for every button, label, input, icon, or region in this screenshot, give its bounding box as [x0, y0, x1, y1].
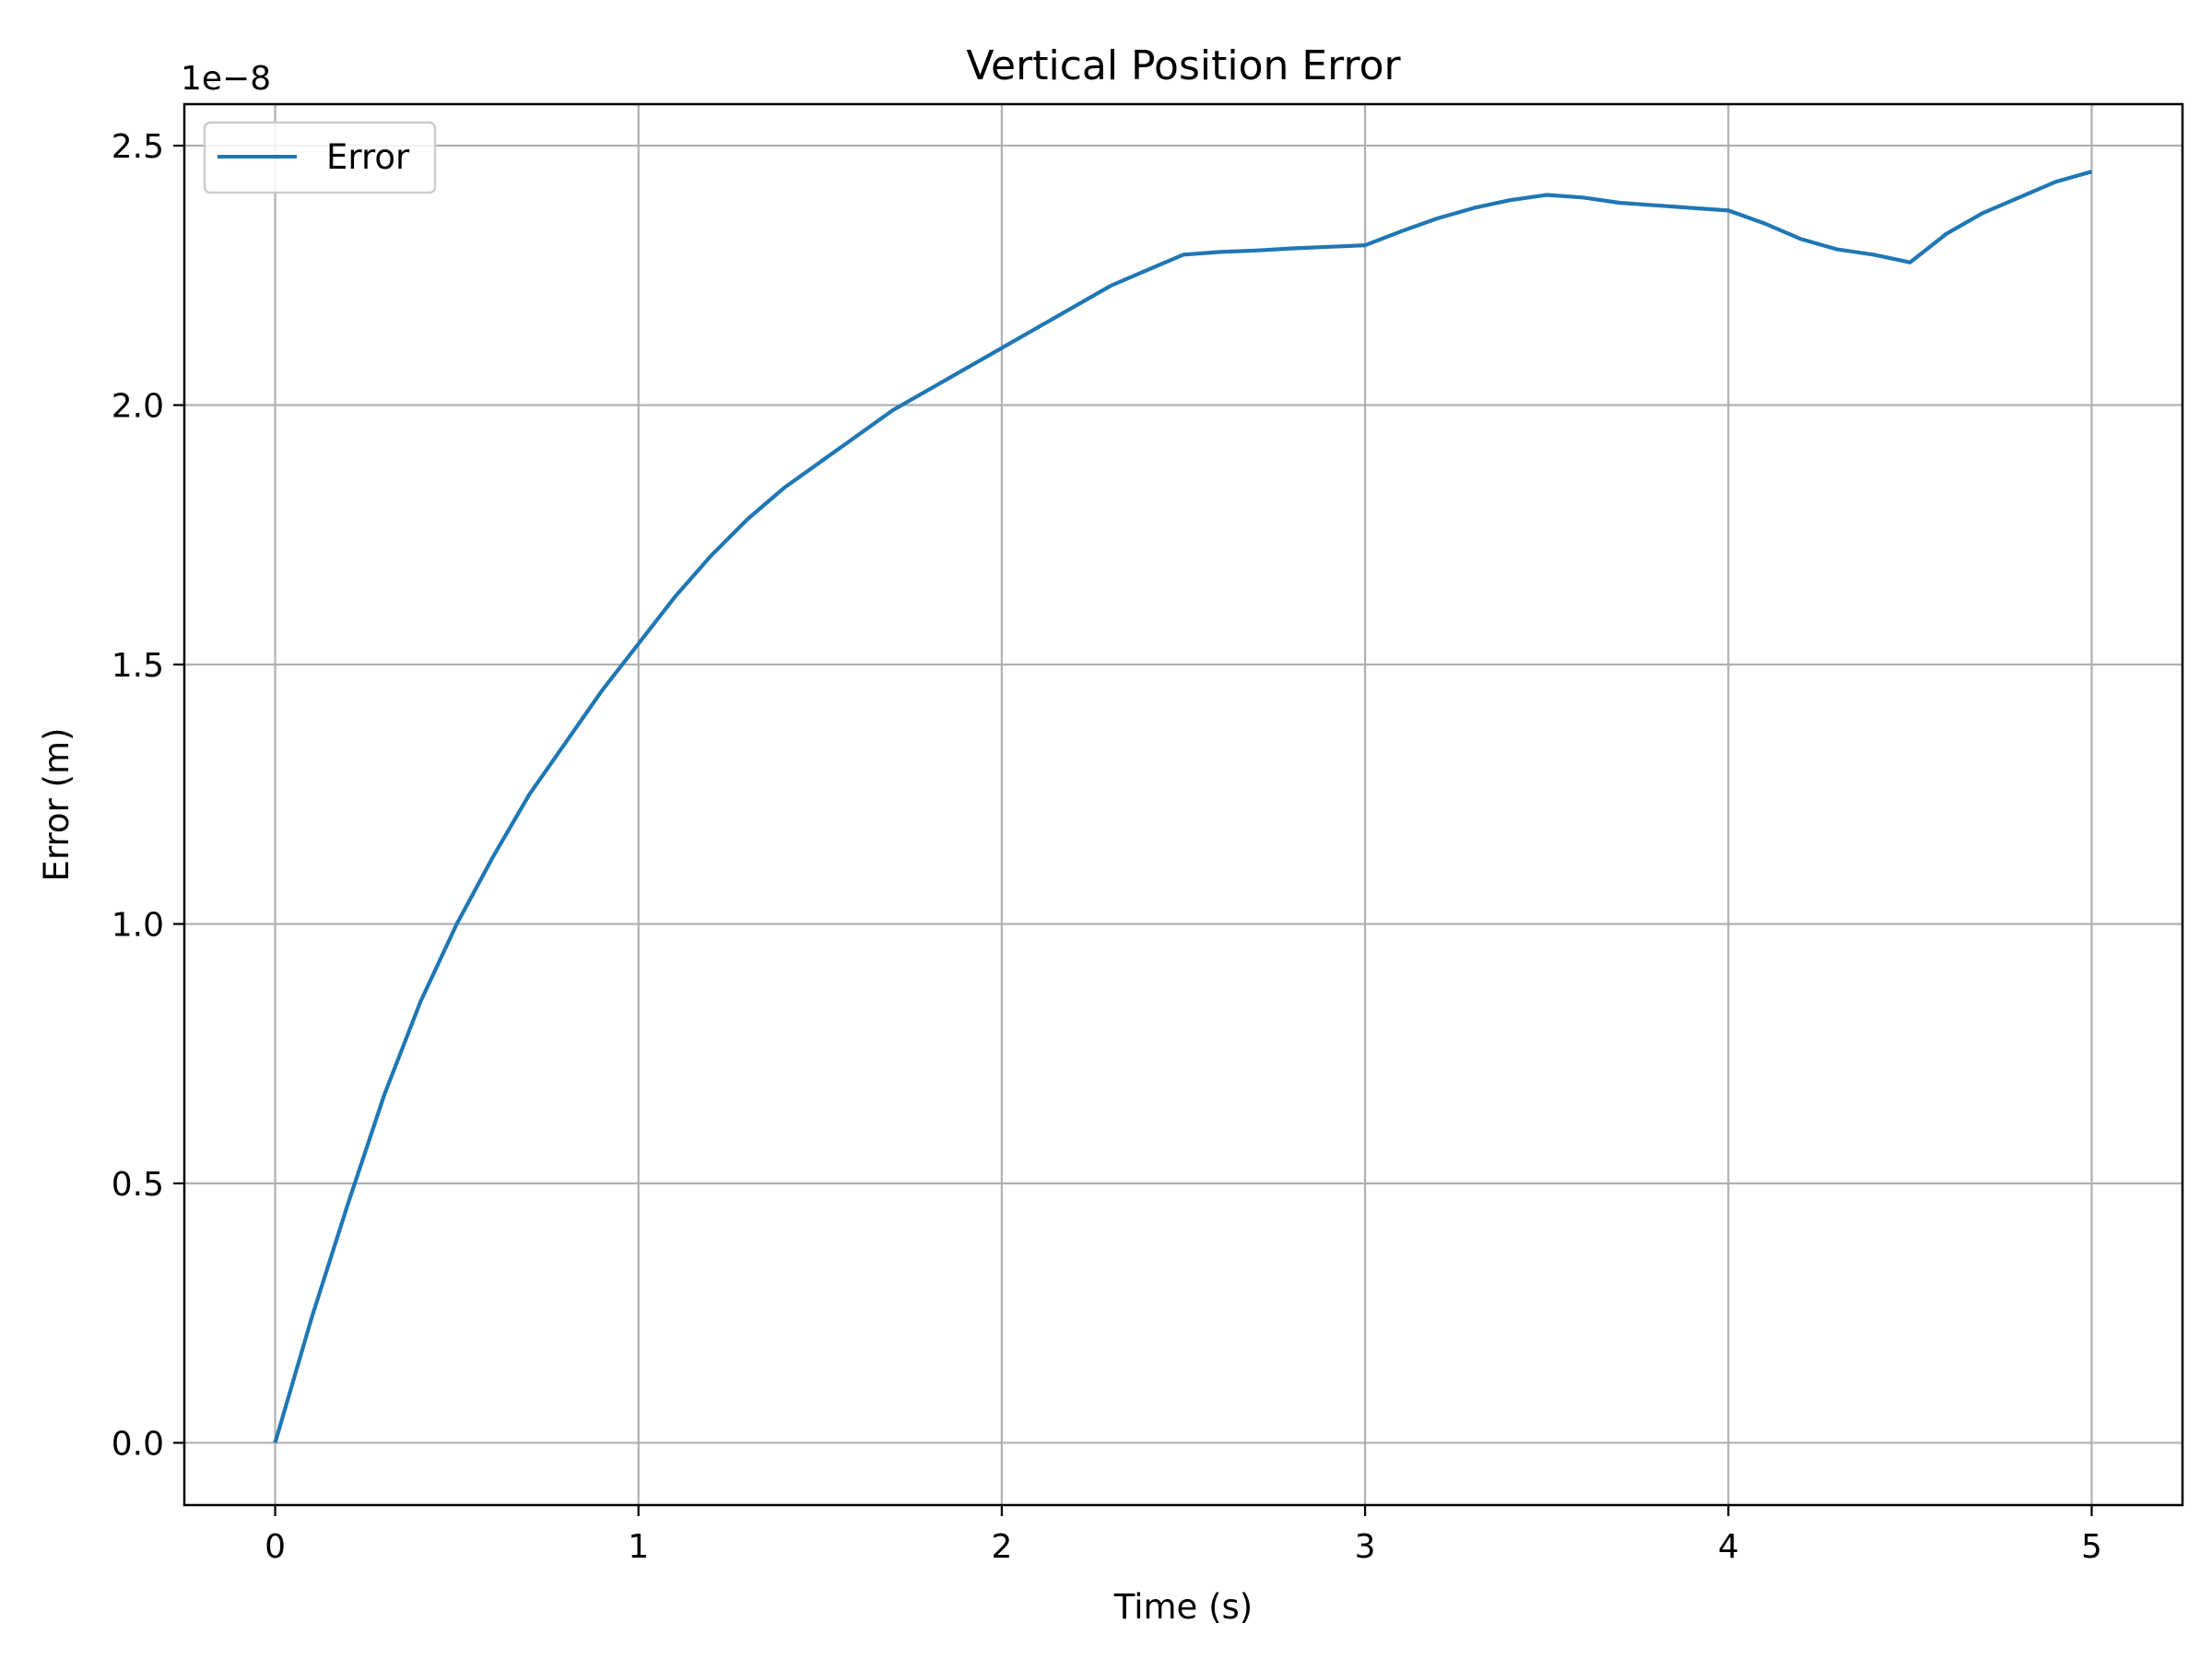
y-tick-label: 1.0	[112, 906, 164, 944]
ticks-layer: 0 1 2 3 4 5 0.0 0.5 1.0 1.5 2.0 2.5	[112, 128, 2102, 1566]
legend-box	[203, 121, 437, 194]
plot-frame	[182, 102, 2184, 1507]
x-tick-label: 5	[2081, 1528, 2102, 1566]
y-tick-label: 2.5	[112, 128, 164, 166]
x-tick-label: 4	[1718, 1528, 1739, 1566]
y-axis-label: Error (m)	[37, 728, 76, 882]
series-line-error	[273, 170, 2093, 1443]
x-tick-label: 1	[628, 1528, 649, 1566]
y-tick-label: 0.0	[112, 1425, 164, 1463]
x-tick-label: 2	[991, 1528, 1012, 1566]
chart-title: Vertical Position Error	[966, 42, 1401, 89]
y-tick-label: 1.5	[112, 647, 164, 685]
x-tick-label: 3	[1355, 1528, 1376, 1566]
legend-label: Error	[326, 137, 410, 177]
legend: Error	[203, 121, 437, 194]
x-axis-label: Time (s)	[1113, 1587, 1253, 1627]
y-tick-label: 2.0	[112, 388, 164, 426]
grid-layer	[184, 104, 2183, 1505]
y-offset-label: 1e−8	[181, 60, 271, 98]
series-layer	[273, 170, 2093, 1443]
y-tick-label: 0.5	[112, 1166, 164, 1204]
x-tick-label: 0	[265, 1528, 286, 1566]
